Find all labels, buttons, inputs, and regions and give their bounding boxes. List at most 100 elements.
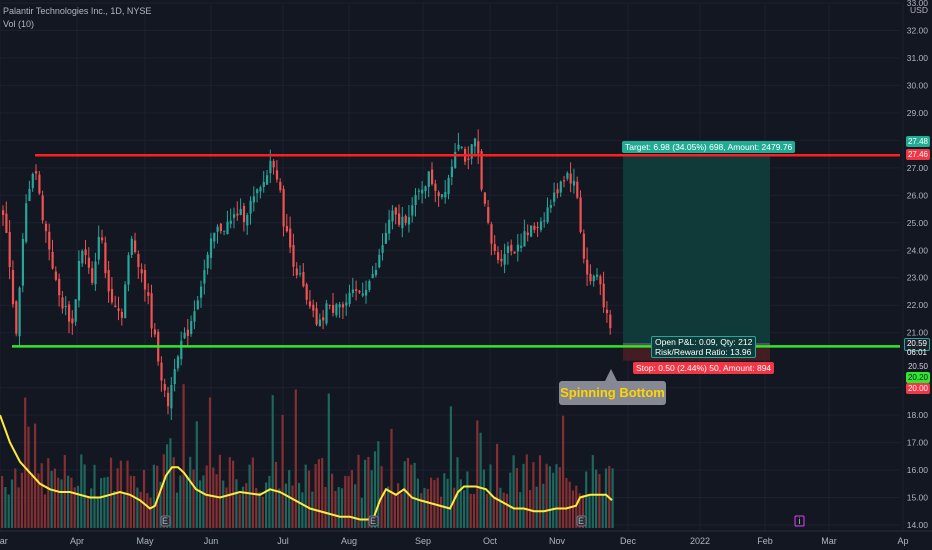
volume-bar <box>413 462 416 528</box>
candle-body <box>487 207 490 223</box>
candle-body <box>457 144 460 150</box>
price-tick-label: 32.00 <box>907 25 929 35</box>
volume-bar <box>459 479 462 528</box>
candle-body <box>391 210 394 222</box>
volume-bar <box>575 485 578 528</box>
volume-bar <box>218 454 221 528</box>
volume-bar <box>542 483 545 528</box>
candle-body <box>328 304 331 306</box>
candle-body <box>536 226 539 229</box>
position-zones <box>623 155 770 361</box>
candle-body <box>417 190 420 192</box>
candle-body <box>355 289 358 291</box>
candle-body <box>516 244 519 252</box>
volume-bar <box>446 478 449 528</box>
volume-bar <box>354 484 357 528</box>
volume-bar <box>327 393 330 528</box>
price-tick-label: 26.00 <box>907 190 929 200</box>
candle-body <box>358 290 361 293</box>
volume-bar <box>555 464 558 528</box>
volume-bar <box>562 415 565 528</box>
candle-body <box>216 226 219 232</box>
volume-bar <box>175 492 179 528</box>
volume-bar <box>86 496 89 528</box>
volume-bar <box>241 486 245 528</box>
time-tick-label: Mar <box>0 536 8 546</box>
price-tick-label: 16.00 <box>907 465 929 475</box>
candle-body <box>477 141 480 154</box>
candle-body <box>236 213 239 216</box>
volume-bar <box>307 470 311 528</box>
candle-body <box>2 210 5 216</box>
volume-bar <box>578 493 581 528</box>
candle-body <box>493 244 496 251</box>
volume-bar <box>370 470 373 528</box>
volume-bar <box>142 469 146 528</box>
volume-bar <box>357 454 360 528</box>
volume-bar <box>238 494 241 528</box>
candle-body <box>576 181 579 198</box>
volume-bar <box>522 463 525 528</box>
candle-body <box>378 254 381 268</box>
volume-bar <box>1 475 4 528</box>
candle-body <box>566 172 569 179</box>
volume-bar <box>43 494 47 528</box>
volume-bar <box>324 487 327 528</box>
volume-indicator-label[interactable]: Vol (10) <box>3 19 35 29</box>
candle-body <box>398 213 401 225</box>
candle-body <box>371 274 374 279</box>
volume-bar <box>489 464 492 528</box>
earnings-marker-label: E <box>370 516 376 526</box>
price-tick-label: 22.00 <box>907 300 929 310</box>
volume-bar <box>274 461 278 528</box>
time-tick-label: Feb <box>757 536 773 546</box>
volume-bar <box>208 397 212 528</box>
resistance-price-tag: 27.46 <box>905 149 930 160</box>
candle-body <box>308 301 312 307</box>
volume-bar <box>40 463 43 528</box>
volume-bar <box>581 494 584 528</box>
candle-body <box>249 200 252 214</box>
volume-bar <box>476 420 479 528</box>
candle-body <box>305 284 308 300</box>
volume-bar <box>34 423 37 528</box>
candle-body <box>275 170 279 180</box>
volume-bar <box>152 464 155 528</box>
volume-bar <box>10 479 14 528</box>
volume-bar <box>585 471 588 528</box>
candle-body <box>440 194 444 197</box>
info-marker <box>794 515 805 527</box>
candle-body <box>411 205 414 216</box>
candle-body <box>200 286 203 298</box>
volume-bar <box>27 426 30 528</box>
volume-bar <box>146 493 149 528</box>
candle-body <box>520 245 523 248</box>
candle-body <box>401 216 404 229</box>
volume-bar <box>479 432 482 528</box>
volume-bar <box>568 481 571 528</box>
volume-bar <box>552 472 555 528</box>
volume-bar <box>172 457 175 528</box>
candle-body <box>183 332 186 339</box>
candle-body <box>513 251 516 254</box>
volume-bar <box>595 469 598 528</box>
candle-body <box>25 203 28 242</box>
candle-body <box>21 238 24 286</box>
candle-body <box>64 306 67 308</box>
candle-body <box>107 270 110 292</box>
candle-body <box>269 160 272 174</box>
candle-body <box>470 144 473 159</box>
volume-bar <box>166 444 169 528</box>
candle-body <box>279 181 282 191</box>
symbol-title[interactable]: Palantir Technologies Inc., 1D, NYSE <box>3 6 152 16</box>
volume-bar <box>7 494 10 528</box>
position-info-box: Open P&L: 0.09, Qty: 212 Risk/Reward Rat… <box>651 336 757 358</box>
candle-body <box>444 192 447 198</box>
candle-body <box>239 208 242 215</box>
candle-body <box>130 238 133 255</box>
candle-body <box>153 329 156 335</box>
volume-bar <box>571 490 575 528</box>
candle-body <box>246 215 249 226</box>
volume-bar <box>499 487 502 528</box>
